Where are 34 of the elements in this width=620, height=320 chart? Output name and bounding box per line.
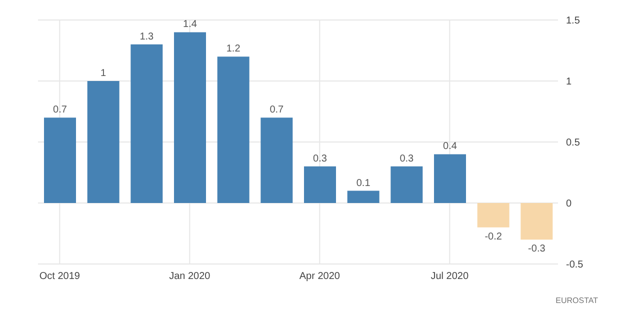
x-tick-label: Jul 2020 — [430, 271, 470, 282]
y-tick-label: 1.5 — [566, 16, 580, 27]
data-label: -0.2 — [484, 231, 502, 242]
data-label: 0.3 — [400, 153, 414, 164]
x-tick-label: Oct 2019 — [39, 271, 80, 282]
data-label: 1 — [100, 68, 107, 79]
y-tick-label: 0 — [566, 198, 572, 210]
data-label: -0.3 — [528, 244, 546, 255]
bar — [87, 81, 120, 203]
bar — [304, 166, 336, 203]
bar — [434, 154, 466, 203]
bar — [260, 118, 293, 203]
bar — [44, 118, 76, 203]
data-label: 0.3 — [313, 153, 328, 164]
text: EUROSTAT — [556, 296, 598, 305]
data-label: 1.2 — [226, 44, 241, 55]
bar — [130, 44, 163, 203]
data-label: 1.4 — [183, 19, 198, 30]
data-label: 1.3 — [140, 31, 154, 42]
data-label: 0.4 — [443, 141, 458, 152]
bar — [477, 203, 510, 228]
data-label: 0.1 — [356, 178, 371, 189]
bar — [347, 190, 380, 203]
bar — [520, 203, 553, 240]
bar — [390, 166, 423, 203]
x-tick-label: Apr 2020 — [299, 271, 340, 282]
y-tick-label: -0.5 — [566, 260, 584, 271]
x-tick-label: Jan 2020 — [169, 271, 211, 282]
y-tick-label: 0.5 — [566, 138, 580, 149]
data-label: 0.7 — [270, 104, 284, 116]
bar — [174, 32, 206, 203]
bar — [217, 56, 250, 203]
data-label: 0.7 — [53, 104, 68, 116]
y-tick-label: 1 — [566, 76, 572, 88]
